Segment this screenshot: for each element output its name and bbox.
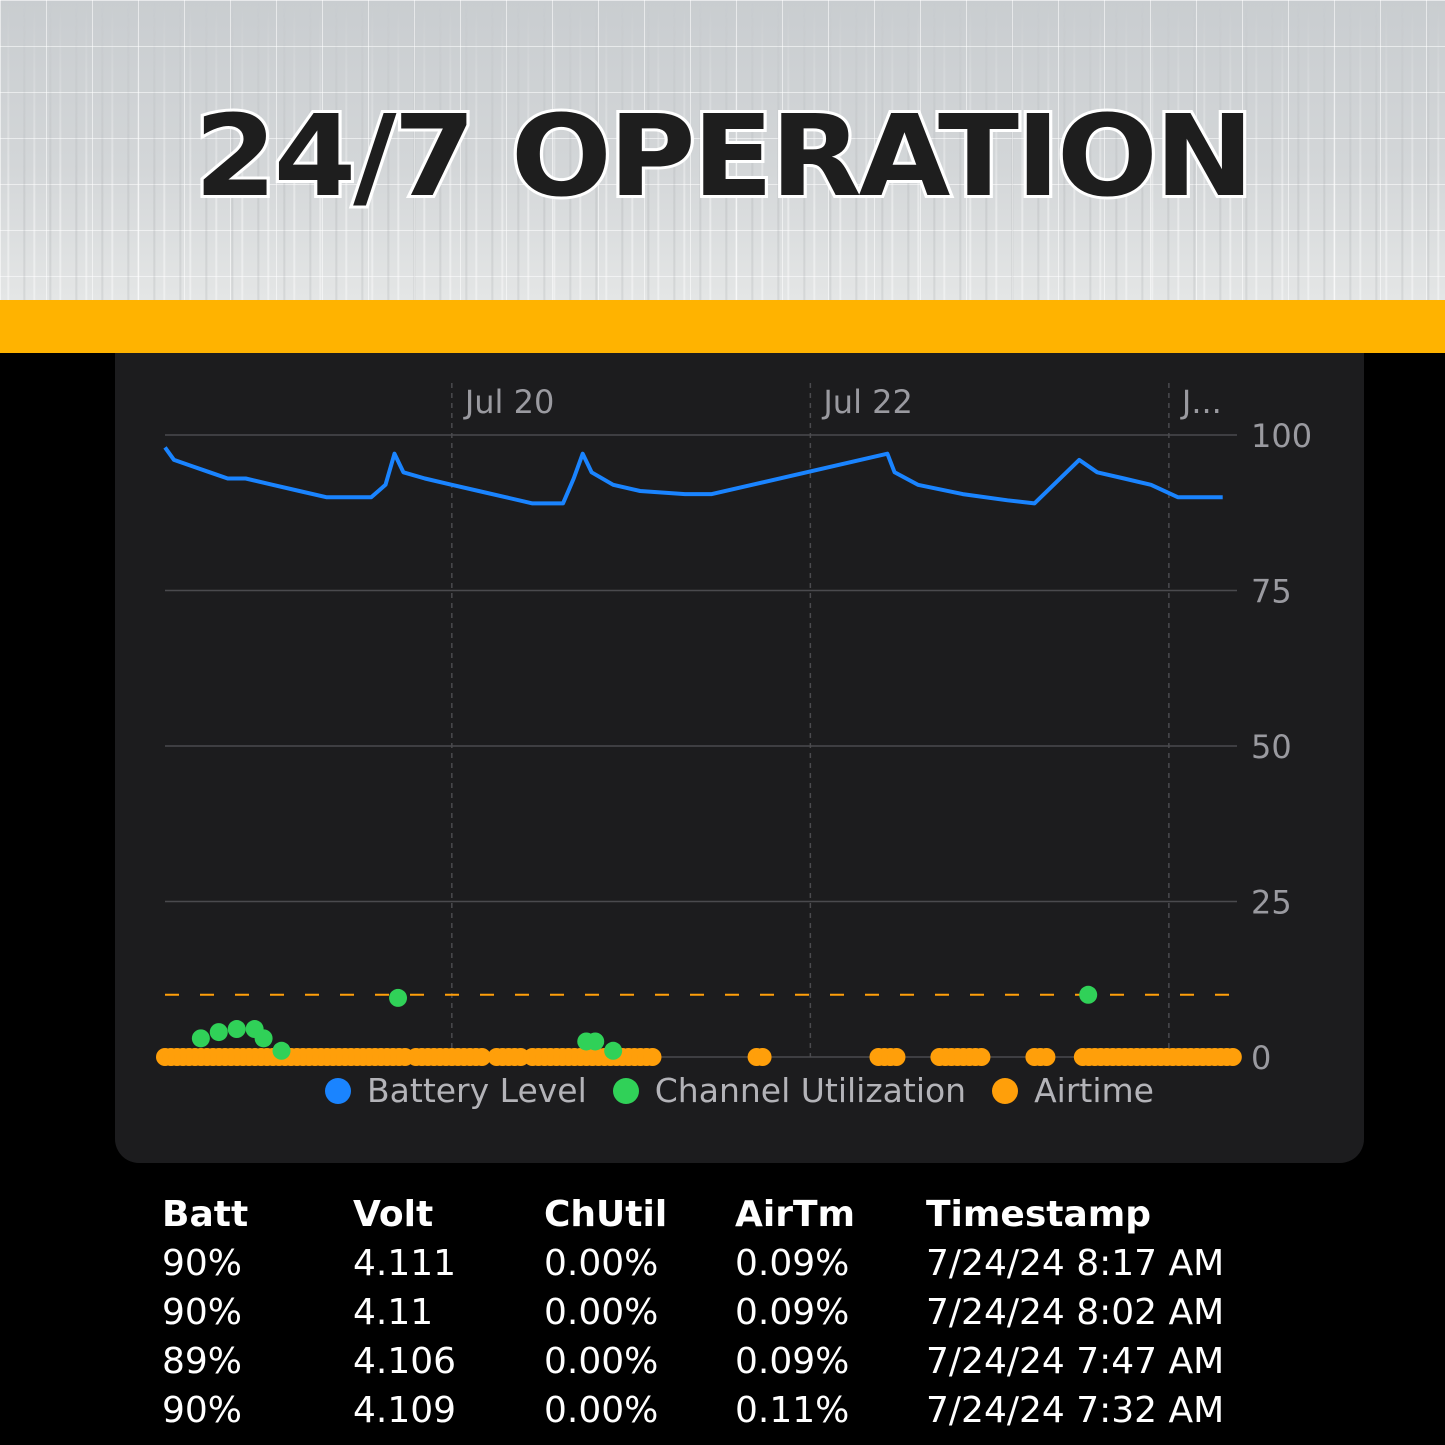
column-header: Volt — [353, 1194, 434, 1235]
legend-dot-icon — [612, 1077, 639, 1104]
table-cell: 4.109 — [353, 1390, 457, 1431]
table-row: 90% 4.109 0.00% 0.11% 7/24/24 7:32 AM — [162, 1386, 1302, 1435]
channel-utilization-point — [227, 1020, 246, 1039]
table-cell: 0.09% — [735, 1243, 850, 1284]
channel-utilization-point — [272, 1041, 291, 1060]
channel-utilization-point — [209, 1023, 228, 1042]
table-cell: 0.11% — [735, 1390, 850, 1431]
column-header: Batt — [162, 1194, 249, 1235]
legend-label: Airtime — [1034, 1071, 1154, 1110]
channel-utilization-point — [254, 1029, 273, 1048]
table-cell: 7/24/24 8:02 AM — [926, 1292, 1225, 1333]
telemetry-table: Batt Volt ChUtil AirTm Timestamp 90% 4.111 0.0… — [162, 1190, 1302, 1435]
x-tick-label: Jul 20 — [463, 383, 555, 421]
telemetry-chart: 0 25 50 75 100 Jul 20 Jul 22 J... — [156, 383, 1312, 1073]
table-cell: 90% — [162, 1292, 243, 1333]
y-tick-label: 100 — [1251, 417, 1312, 455]
table-header-row: Batt Volt ChUtil AirTm Timestamp — [162, 1190, 1302, 1239]
telemetry-chart-card: 0 25 50 75 100 Jul 20 Jul 22 J... Battery Level… — [115, 353, 1364, 1163]
legend-dot-icon — [992, 1077, 1019, 1104]
y-tick-label: 75 — [1251, 573, 1292, 611]
battery-level-line — [163, 446, 1223, 506]
column-header: AirTm — [735, 1194, 856, 1235]
airtime-point — [972, 1048, 991, 1066]
x-tick-label: Jul 22 — [821, 383, 913, 421]
legend-label: Channel Utilization — [654, 1071, 967, 1110]
airtime-point — [887, 1048, 906, 1066]
table-cell: 90% — [162, 1390, 243, 1431]
table-cell: 0.00% — [544, 1292, 659, 1333]
table-cell: 4.111 — [353, 1243, 457, 1284]
table-cell: 4.106 — [353, 1341, 457, 1382]
legend-dot-icon — [325, 1077, 352, 1104]
airtime-point — [1223, 1048, 1242, 1066]
table-cell: 0.09% — [735, 1292, 850, 1333]
airtime-point — [472, 1048, 491, 1066]
table-row: 90% 4.11 0.00% 0.09% 7/24/24 8:02 AM — [162, 1288, 1302, 1337]
banner-title: 24/7 OPERATION — [191, 89, 1257, 225]
column-header: ChUtil — [544, 1194, 668, 1235]
channel-utilization-point — [389, 988, 408, 1007]
table-cell: 4.11 — [353, 1292, 434, 1333]
chart-legend: Battery Level Channel Utilization Airtime — [115, 1071, 1364, 1112]
table-cell: 0.00% — [544, 1243, 659, 1284]
x-tick-label: J... — [1180, 383, 1222, 421]
table-cell: 0.00% — [544, 1390, 659, 1431]
table-cell: 7/24/24 8:17 AM — [926, 1243, 1225, 1284]
airtime-point — [1037, 1048, 1056, 1066]
channel-utilization-point — [586, 1032, 605, 1051]
airtime-point — [643, 1048, 662, 1066]
table-row: 89% 4.106 0.00% 0.09% 7/24/24 7:47 AM — [162, 1337, 1302, 1386]
y-tick-label: 0 — [1251, 1039, 1271, 1073]
banner-streak-texture — [0, 0, 1445, 300]
table-cell: 0.00% — [544, 1341, 659, 1382]
table-cell: 7/24/24 7:47 AM — [926, 1341, 1225, 1382]
y-tick-label: 50 — [1251, 728, 1292, 766]
table-row: 90% 4.111 0.00% 0.09% 7/24/24 8:17 AM — [162, 1239, 1302, 1288]
header-banner: 24/7 OPERATION — [0, 0, 1445, 300]
column-header: Timestamp — [926, 1194, 1152, 1235]
legend-item: Channel Utilization — [612, 1071, 967, 1110]
accent-stripe — [0, 300, 1445, 353]
channel-utilization-point — [191, 1029, 210, 1048]
channel-utilization-point — [1079, 985, 1098, 1004]
table-cell: 7/24/24 7:32 AM — [926, 1390, 1225, 1431]
legend-label: Battery Level — [367, 1071, 587, 1110]
table-cell: 89% — [162, 1341, 243, 1382]
y-tick-label: 25 — [1251, 884, 1292, 922]
table-cell: 0.09% — [735, 1341, 850, 1382]
legend-item: Airtime — [992, 1071, 1154, 1110]
channel-utilization-point — [604, 1041, 623, 1060]
airtime-point — [753, 1048, 772, 1066]
table-cell: 90% — [162, 1243, 243, 1284]
legend-item: Battery Level — [325, 1071, 587, 1110]
